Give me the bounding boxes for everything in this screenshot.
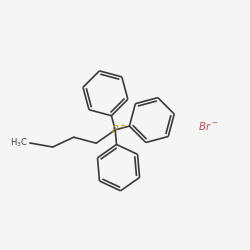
Text: $\mathregular{H_3C}$: $\mathregular{H_3C}$ [10, 136, 28, 149]
Text: $P^+$: $P^+$ [110, 123, 126, 136]
Text: $Br^-$: $Br^-$ [198, 120, 218, 132]
